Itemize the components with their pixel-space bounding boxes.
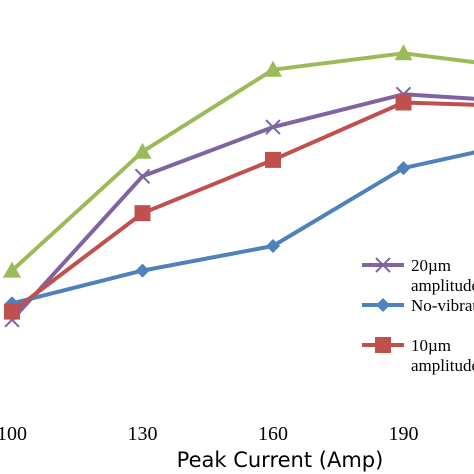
- data-point: [3, 261, 21, 278]
- legend-marker: [375, 337, 391, 353]
- series-3: [4, 94, 474, 320]
- series-2: [5, 150, 474, 311]
- legend-label: 10µm: [411, 336, 451, 355]
- x-axis-ticks: 100 130 160 190: [0, 423, 419, 445]
- data-point: [133, 142, 152, 159]
- data-point: [396, 161, 411, 176]
- data-point: [394, 44, 413, 61]
- series-1: [4, 86, 474, 328]
- x-tick-label: 160: [258, 423, 288, 445]
- x-tick-label: 130: [128, 423, 158, 445]
- legend-marker: [375, 257, 391, 273]
- series-layer: [3, 44, 474, 328]
- x-tick-label: 190: [389, 423, 419, 445]
- data-point: [395, 94, 412, 111]
- legend-label: amplitude: [411, 356, 474, 375]
- series-line: [10, 51, 474, 273]
- data-point: [265, 151, 281, 168]
- legend-label: amplitude: [411, 276, 474, 295]
- x-tick-label: 100: [0, 423, 27, 445]
- legend-label: 20µm: [411, 256, 451, 275]
- series-0: [3, 44, 474, 278]
- legend-label: No-vibration: [411, 296, 474, 315]
- x-axis-label: Peak Current (Amp): [177, 448, 384, 472]
- legend-item: No-vibration: [362, 296, 474, 315]
- data-point: [134, 168, 151, 185]
- data-point: [135, 263, 150, 278]
- data-point: [134, 205, 151, 222]
- legend-marker: [376, 298, 390, 312]
- data-point: [264, 60, 282, 77]
- data-point: [4, 303, 20, 320]
- data-point: [265, 119, 281, 135]
- data-point: [266, 239, 280, 253]
